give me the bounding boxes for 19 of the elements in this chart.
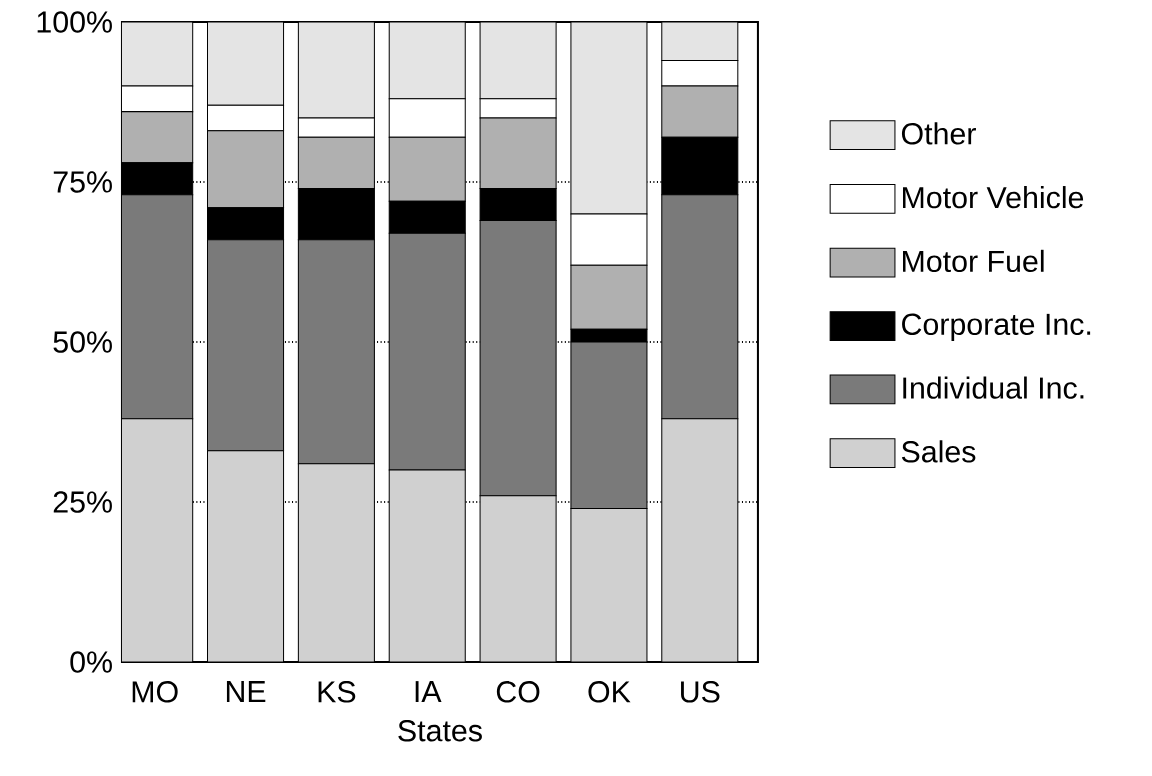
legend-label: Motor Fuel [903,249,1044,273]
legend-label: Motor Vehicle [903,186,1084,209]
x-tick-label: IA [415,681,442,702]
y-tick-label: 25% [53,491,112,513]
legend-label: Other [901,122,976,145]
x-tick-label: MO [132,681,178,703]
y-tick-label: 0% [70,651,112,673]
x-tick-label: NE [226,681,266,702]
x-tick-label: OK [588,681,631,703]
legend-label: Sales [901,440,976,463]
x-axis-title: States [398,719,482,742]
y-tick-label: 50% [53,331,112,353]
x-tick-label: US [681,681,720,703]
x-tick-label: CO [496,681,540,703]
legend-label: Individual Inc. [903,376,1084,399]
x-tick-label: KS [318,681,356,703]
legend-label: Corporate Inc. [902,313,1091,342]
y-tick-label: 75% [53,171,112,193]
y-tick-label: 100% [37,11,112,33]
